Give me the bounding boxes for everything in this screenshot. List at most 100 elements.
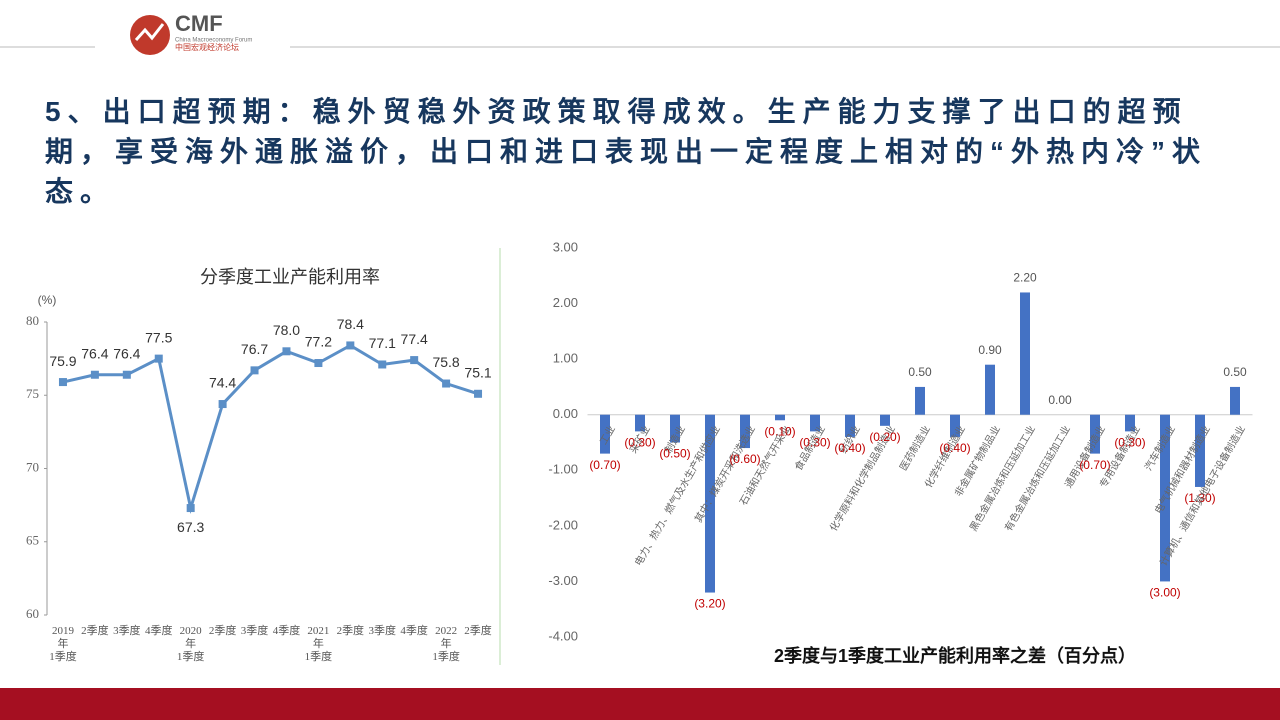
- bar: [705, 414, 715, 593]
- data-label: 0.00: [1048, 393, 1072, 407]
- data-label: 76.4: [113, 345, 140, 361]
- bar: [880, 414, 890, 426]
- bar: [775, 414, 785, 421]
- data-label: (0.40): [939, 441, 970, 455]
- data-label: 75.9: [49, 353, 76, 369]
- heading: 5、出口超预期：稳外贸稳外资政策取得成效。生产能力支撑了出口的超预期，享受海外通…: [45, 96, 1208, 207]
- y-tick-label: -2.00: [548, 517, 578, 532]
- y-tick-label: 65: [26, 533, 39, 548]
- logo: CMF: [175, 11, 223, 36]
- x-tick-label: 其中：煤炭开采和洗选业: [692, 423, 758, 525]
- bar: [950, 414, 960, 437]
- bar: [810, 414, 820, 432]
- marker: [186, 504, 195, 513]
- x-tick-label: 2019年 1季度: [49, 625, 77, 663]
- data-label: 75.1: [464, 364, 491, 380]
- data-label: 0.50: [1223, 365, 1247, 379]
- x-tick-label: 2季度: [336, 625, 365, 637]
- y-tick-label: -3.00: [548, 573, 578, 588]
- x-tick-label: 2022年 1季度: [432, 625, 460, 663]
- data-label: 77.2: [305, 334, 332, 350]
- data-label: 77.4: [401, 331, 428, 347]
- x-tick-label: 3季度: [240, 625, 269, 637]
- bar: [985, 364, 995, 415]
- x-tick-label: 黑色金属冶炼和压延加工业: [967, 423, 1038, 533]
- x-tick-label: 2季度: [464, 625, 492, 637]
- bar: [845, 414, 855, 437]
- data-label: (0.60): [729, 452, 760, 466]
- marker: [314, 359, 323, 368]
- marker: [410, 356, 419, 365]
- data-label: (3.00): [1149, 586, 1180, 600]
- marker: [218, 400, 227, 409]
- data-label: 0.50: [908, 365, 932, 379]
- logo-cn: 中国宏观经济论坛: [175, 42, 239, 52]
- chart-title: 分季度工业产能利用率: [200, 267, 380, 287]
- marker: [90, 370, 99, 379]
- data-label: (1.30): [1184, 491, 1215, 505]
- x-tick-label: 2020年 1季度: [176, 625, 205, 663]
- data-label: (0.20): [869, 430, 900, 444]
- data-label: 67.3: [177, 519, 204, 535]
- bar: [1090, 414, 1100, 454]
- x-tick-label: 2021年 1季度: [304, 625, 333, 663]
- data-label: (0.10): [764, 424, 795, 438]
- data-label: (0.40): [834, 441, 865, 455]
- data-label: (0.70): [589, 458, 620, 472]
- bar: [1020, 292, 1030, 415]
- x-tick-label: 2季度: [208, 625, 237, 637]
- x-tick-label: 4季度: [145, 625, 173, 637]
- y-tick-label: 60: [26, 606, 39, 621]
- data-label: (0.70): [1079, 458, 1110, 472]
- y-tick-label: 75: [26, 386, 39, 401]
- logo-sub: China Macroeconomy Forum: [175, 38, 252, 44]
- data-label: 76.7: [241, 341, 268, 357]
- x-tick-label: 有色金属冶炼和压延加工业: [1002, 423, 1073, 533]
- x-tick-label: 医药制造业: [897, 423, 933, 473]
- data-label: 75.8: [432, 354, 459, 370]
- bar: [740, 414, 750, 449]
- data-label: 2.20: [1013, 271, 1037, 285]
- marker: [378, 360, 387, 369]
- y-tick-label: -1.00: [548, 462, 578, 477]
- bar: [1125, 414, 1135, 432]
- marker: [346, 341, 355, 350]
- bar: [915, 386, 925, 415]
- data-label: 77.5: [145, 329, 172, 345]
- bar: [670, 414, 680, 443]
- data-label: 78.4: [337, 316, 364, 332]
- y-tick-label: 70: [26, 459, 39, 474]
- bar: [1160, 414, 1170, 582]
- x-tick-label: 3季度: [113, 625, 141, 637]
- data-label: 78.0: [273, 322, 300, 338]
- marker: [122, 370, 131, 379]
- bar: [1230, 386, 1240, 415]
- data-label: 74.4: [209, 375, 236, 391]
- chart-title: 2季度与1季度工业产能利用率之差（百分点）: [774, 645, 1136, 666]
- x-tick-label: 4季度: [272, 625, 301, 637]
- bar: [1195, 414, 1205, 487]
- data-label: 76.4: [81, 345, 108, 361]
- marker: [474, 389, 483, 398]
- data-label: (0.30): [799, 436, 830, 450]
- marker: [58, 378, 67, 387]
- x-tick-label: 汽车制造业: [1142, 423, 1178, 473]
- data-label: (0.30): [1114, 436, 1145, 450]
- footer-bar: [0, 688, 1280, 720]
- marker: [282, 347, 291, 356]
- data-label: 77.1: [369, 335, 396, 351]
- data-label: (0.50): [659, 447, 690, 461]
- data-label: (3.20): [694, 597, 725, 611]
- data-label: (0.30): [624, 436, 655, 450]
- marker: [442, 379, 451, 388]
- y-tick-label: 3.00: [553, 239, 578, 254]
- y-tick-label: 1.00: [553, 351, 578, 366]
- y-tick-label: -4.00: [548, 628, 578, 643]
- y-tick-label: 80: [26, 313, 39, 328]
- x-tick-label: 2季度: [81, 625, 109, 637]
- marker: [154, 354, 163, 363]
- y-axis-label: (%): [38, 293, 57, 307]
- bar: [600, 414, 610, 454]
